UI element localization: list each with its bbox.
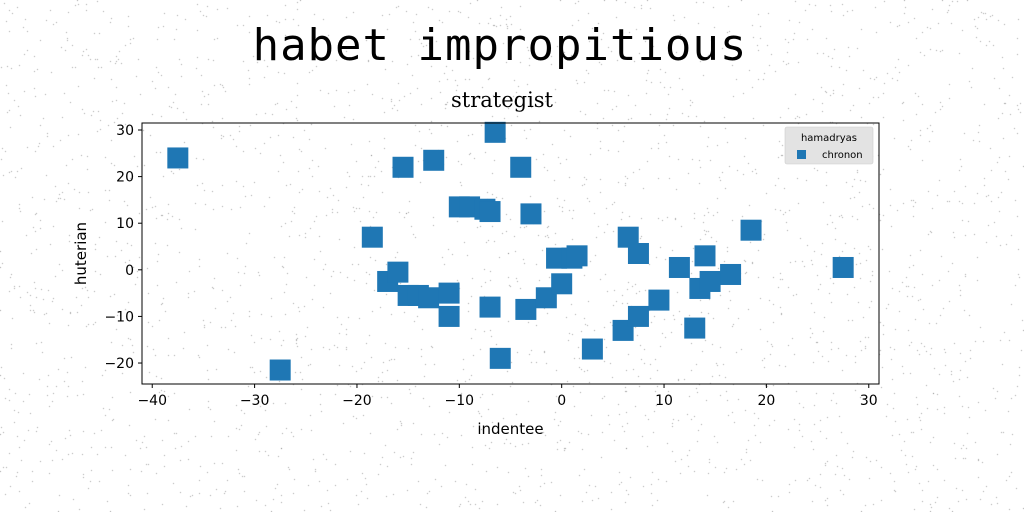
main-title: habet impropitious <box>252 20 748 71</box>
scatter-point <box>418 287 440 309</box>
scatter-point <box>699 270 721 292</box>
x-axis-ticks: −40 −30 −20 −10 0 10 20 30 <box>137 384 878 409</box>
y-axis-label: huterian <box>72 222 90 285</box>
y-tick-label: −20 <box>104 356 134 372</box>
scatter-point <box>361 226 383 248</box>
legend-title: hamadryas <box>801 133 857 144</box>
x-axis-label: indentee <box>477 420 543 438</box>
scatter-point <box>479 296 501 318</box>
scatter-point <box>392 156 414 178</box>
scatter-point <box>423 149 445 171</box>
x-tick-label: −10 <box>445 393 475 409</box>
scatter-point <box>515 298 537 320</box>
legend-marker <box>797 150 806 159</box>
legend-label: chronon <box>822 150 863 161</box>
scatter-point <box>627 243 649 264</box>
scatter-point <box>438 282 460 304</box>
scatter-point <box>581 338 603 360</box>
scatter-point <box>479 201 501 223</box>
scatter-point <box>551 273 573 295</box>
scatter-point <box>566 245 588 267</box>
scatter-point <box>668 256 690 278</box>
y-axis-ticks: −20 −10 0 10 20 30 <box>104 123 142 372</box>
plot-frame <box>141 122 880 385</box>
data-points <box>167 121 854 381</box>
y-tick-label: 30 <box>116 123 134 139</box>
scatter-point <box>684 317 706 339</box>
x-tick-label: 20 <box>757 393 775 409</box>
x-tick-label: −40 <box>137 393 167 409</box>
legend: hamadryas chronon <box>784 126 874 165</box>
scatter-point <box>520 203 542 225</box>
scatter-point <box>720 263 742 285</box>
chart-title: strategist <box>450 88 554 112</box>
scatter-point <box>489 347 511 369</box>
legend-box <box>784 126 874 165</box>
scatter-point <box>694 245 716 267</box>
y-tick-label: 20 <box>116 170 134 186</box>
scatter-point <box>627 305 649 327</box>
scatter-point <box>438 305 460 327</box>
scatter-point <box>510 156 532 178</box>
x-tick-label: −30 <box>240 393 270 409</box>
scatter-point <box>167 147 189 169</box>
y-tick-label: 0 <box>125 263 134 279</box>
y-tick-label: 10 <box>116 216 134 232</box>
scatter-point <box>484 121 506 143</box>
scatter-point <box>617 226 639 248</box>
scatter-point <box>740 219 762 241</box>
scatter-point <box>269 359 291 381</box>
scatter-point <box>832 256 854 278</box>
x-tick-label: 0 <box>557 393 566 409</box>
x-tick-label: 10 <box>655 393 673 409</box>
scatter-point <box>648 289 670 311</box>
scatter-point <box>387 261 409 283</box>
y-tick-label: −10 <box>104 309 134 325</box>
x-tick-label: 30 <box>860 393 878 409</box>
x-tick-label: −20 <box>342 393 372 409</box>
